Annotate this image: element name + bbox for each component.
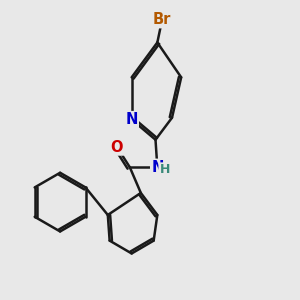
Text: N: N xyxy=(151,160,164,175)
Text: N: N xyxy=(125,112,138,127)
Text: Br: Br xyxy=(153,12,171,27)
Text: O: O xyxy=(111,140,123,154)
Text: H: H xyxy=(159,164,170,176)
